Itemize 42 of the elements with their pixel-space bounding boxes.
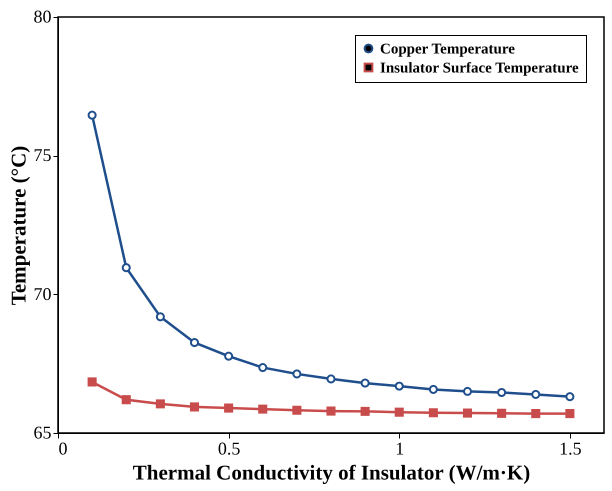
x-axis-title: Thermal Conductivity of Insulator (W/m·K) (132, 460, 530, 484)
point (394, 382, 404, 391)
point (428, 384, 438, 394)
point (360, 406, 370, 416)
y-tick-label: 65 (34, 422, 52, 442)
legend-label: Insulator Surface Temperature (380, 60, 579, 76)
point (224, 352, 234, 361)
point (531, 409, 540, 418)
y-tick-label: 75 (34, 145, 52, 166)
point (497, 408, 506, 418)
point (88, 110, 97, 120)
point (190, 402, 200, 412)
point (190, 338, 200, 348)
y-tick-label: 70 (34, 284, 52, 304)
point (565, 392, 574, 402)
point (156, 312, 165, 322)
x-tick-label: 1 (395, 438, 404, 458)
point (258, 363, 268, 372)
point (292, 406, 302, 415)
point (224, 404, 234, 413)
point (565, 409, 574, 418)
x-tick-label: 0 (58, 438, 68, 458)
point (156, 399, 165, 408)
point (292, 369, 302, 378)
point (122, 263, 131, 272)
point (394, 408, 404, 417)
x-tick-label: 1.5 (559, 438, 582, 458)
point (360, 378, 370, 388)
point (531, 390, 540, 399)
point (462, 386, 472, 396)
point (88, 377, 97, 387)
point (326, 406, 336, 416)
y-axis-title: Temperature (°C) (6, 146, 30, 306)
point (258, 404, 268, 414)
point (428, 408, 438, 418)
legend-label: Copper Temperature (380, 42, 516, 58)
x-tick-label: 0.5 (218, 438, 240, 458)
point (326, 374, 336, 384)
point (462, 408, 472, 418)
point (497, 388, 506, 398)
point (122, 395, 131, 404)
y-tick-label: 80 (34, 6, 52, 26)
